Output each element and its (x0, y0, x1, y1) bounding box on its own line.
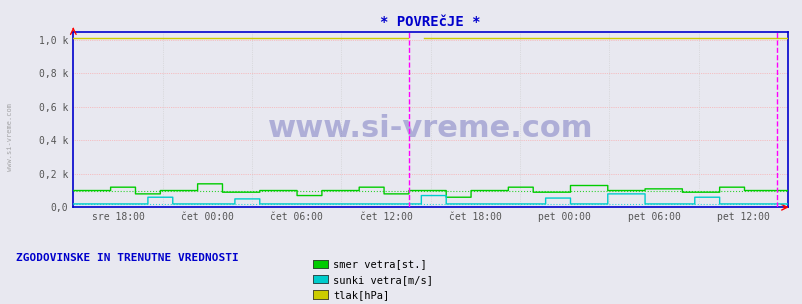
Bar (313, 275, 327, 283)
Text: www.si-vreme.com: www.si-vreme.com (6, 103, 13, 171)
Bar (313, 290, 327, 299)
Text: tlak[hPa]: tlak[hPa] (333, 290, 389, 300)
Title: * POVREčJE *: * POVREčJE * (380, 15, 480, 29)
Text: smer vetra[st.]: smer vetra[st.] (333, 260, 427, 269)
Text: ZGODOVINSKE IN TRENUTNE VREDNOSTI: ZGODOVINSKE IN TRENUTNE VREDNOSTI (16, 254, 238, 264)
Bar (313, 260, 327, 268)
Text: sunki vetra[m/s]: sunki vetra[m/s] (333, 275, 433, 285)
Text: www.si-vreme.com: www.si-vreme.com (268, 114, 593, 143)
